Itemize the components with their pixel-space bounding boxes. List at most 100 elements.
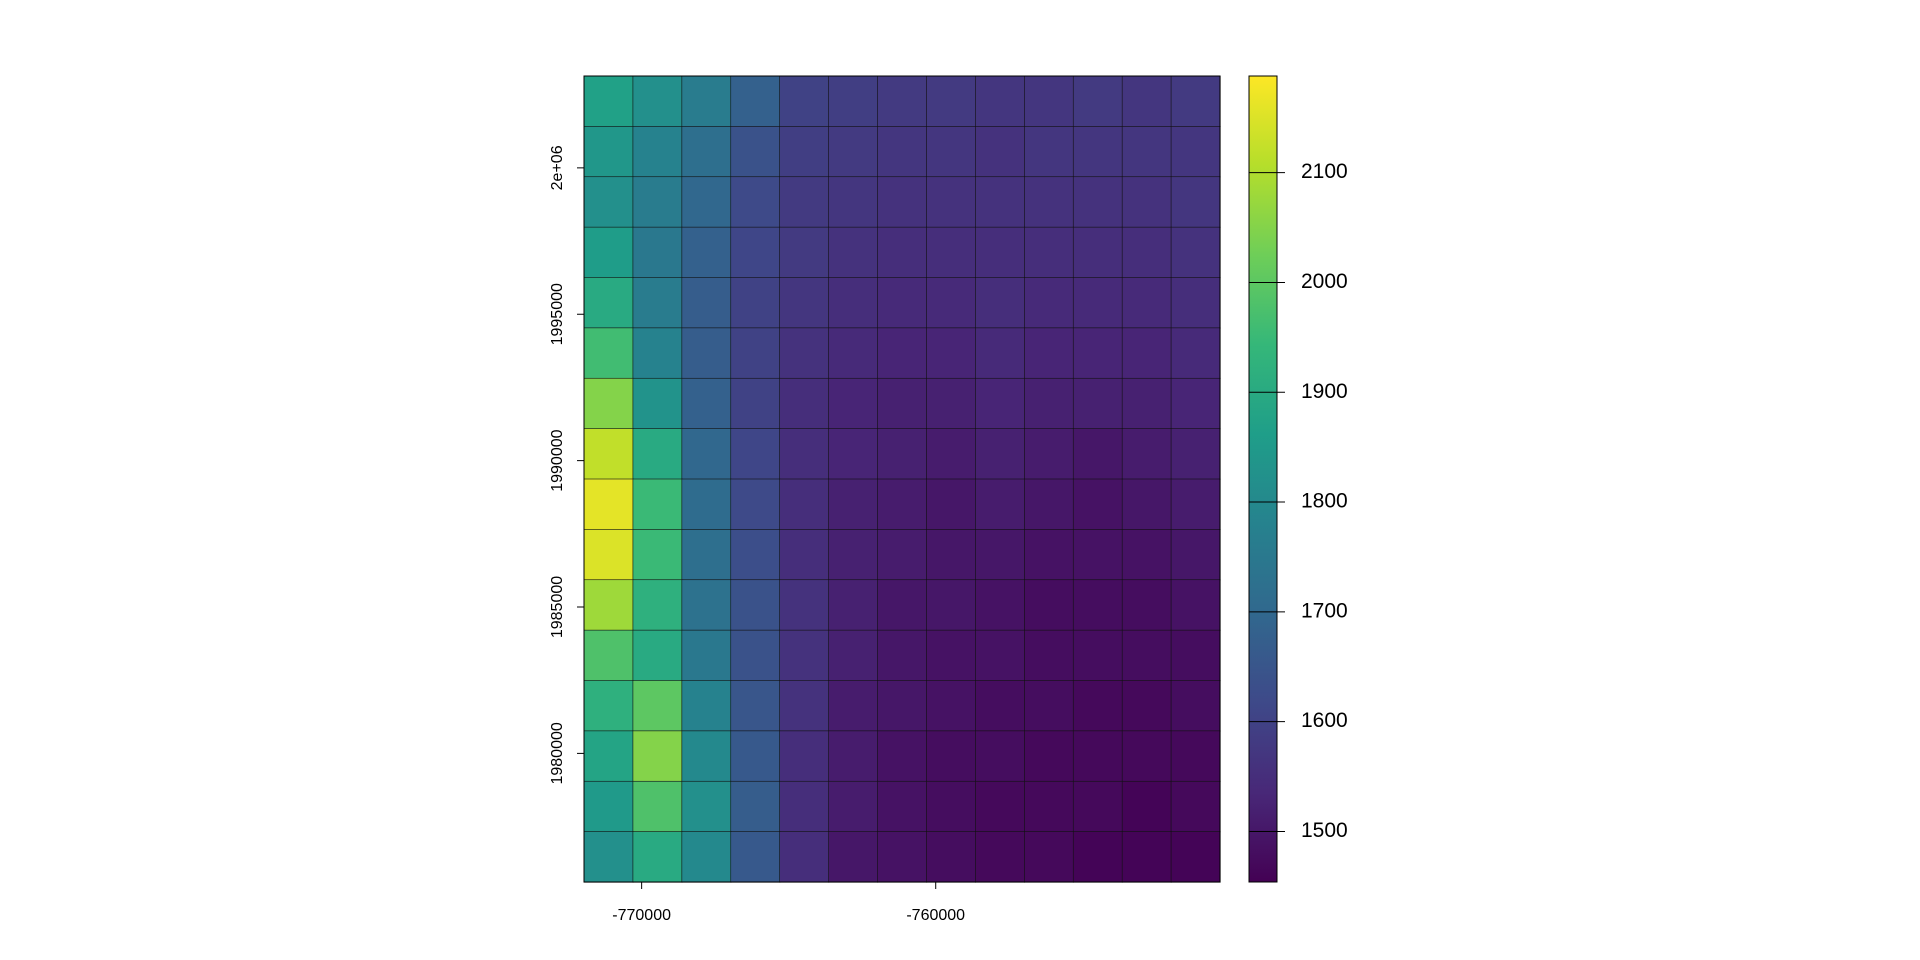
raster-cell <box>730 176 781 228</box>
raster-cell <box>1024 428 1074 480</box>
raster-cell <box>632 226 683 279</box>
colorbar <box>1248 75 1278 883</box>
raster-cell <box>828 629 879 682</box>
raster-cell <box>632 579 683 631</box>
colorbar-tick-label: 1500 <box>1301 819 1348 842</box>
raster-cell <box>926 377 976 430</box>
raster-cell <box>877 629 928 682</box>
colorbar-tick-label: 2100 <box>1301 160 1348 183</box>
raster-cell <box>877 176 928 228</box>
raster-cell <box>877 126 928 178</box>
raster-cell <box>583 831 634 883</box>
raster-cell <box>730 377 781 430</box>
raster-cell <box>632 780 683 833</box>
raster-cell <box>583 529 634 581</box>
raster-cell <box>583 680 634 732</box>
raster-cell <box>926 579 976 631</box>
raster-cell <box>681 529 732 581</box>
raster-cell <box>1170 629 1221 682</box>
raster-cell <box>975 730 1025 782</box>
raster-cell <box>926 226 976 279</box>
raster-cell <box>1121 226 1172 279</box>
raster-cell <box>1072 226 1123 279</box>
raster-cell <box>681 75 732 127</box>
y-tick-label: 1980000 <box>549 722 566 784</box>
raster-cell <box>681 126 732 178</box>
raster-cell <box>877 277 928 329</box>
raster-cell <box>975 277 1025 329</box>
raster-cell <box>681 478 732 530</box>
raster-cell <box>632 629 683 682</box>
raster-cell <box>779 277 830 329</box>
x-tick-label: -770000 <box>612 907 671 924</box>
raster-cell <box>1072 780 1123 833</box>
raster-cell <box>583 730 634 782</box>
raster-cell <box>730 327 781 379</box>
raster-cell <box>1072 529 1123 581</box>
raster-cell <box>632 680 683 732</box>
raster-cell <box>779 428 830 480</box>
raster-cell <box>1072 478 1123 530</box>
raster-cell <box>877 579 928 631</box>
raster-cell <box>1170 730 1221 782</box>
raster-cell <box>730 226 781 279</box>
raster-cell <box>1170 780 1221 833</box>
raster-cell <box>779 377 830 430</box>
raster-cell <box>583 428 634 480</box>
colorbar-tick-label: 1900 <box>1301 380 1348 403</box>
raster-cell <box>632 730 683 782</box>
y-tick-label: 1985000 <box>549 576 566 638</box>
raster-cell <box>1072 831 1123 883</box>
raster-cell <box>1170 327 1221 379</box>
raster-cell <box>779 478 830 530</box>
raster-cell <box>877 226 928 279</box>
raster-cell <box>730 680 781 732</box>
raster-cell <box>1072 75 1123 127</box>
raster-cell <box>632 529 683 581</box>
raster-cell <box>1024 377 1074 430</box>
raster-cell <box>779 126 830 178</box>
raster-cell <box>1121 780 1172 833</box>
raster-cell <box>779 226 830 279</box>
raster-cell <box>730 629 781 682</box>
raster-cell <box>779 176 830 228</box>
raster-cell <box>828 126 879 178</box>
raster-cell <box>730 126 781 178</box>
raster-cell <box>730 428 781 480</box>
raster-cell <box>1170 126 1221 178</box>
raster-cell <box>583 176 634 228</box>
raster-cell <box>1024 176 1074 228</box>
raster-cell <box>779 730 830 782</box>
raster-cell <box>975 831 1025 883</box>
raster-cell <box>1170 428 1221 480</box>
raster-cell <box>730 529 781 581</box>
raster-cell <box>828 730 879 782</box>
raster-cell <box>975 629 1025 682</box>
raster-cell <box>681 176 732 228</box>
raster-cell <box>1024 831 1074 883</box>
raster-cell <box>828 428 879 480</box>
raster-cell <box>583 629 634 682</box>
raster-cell <box>975 478 1025 530</box>
raster-cell <box>1024 478 1074 530</box>
colorbar-tick-label: 1600 <box>1301 709 1348 732</box>
raster-cell <box>828 579 879 631</box>
colorbar-tick-label: 1700 <box>1301 599 1348 622</box>
raster-cell <box>1024 75 1074 127</box>
raster-cell <box>877 75 928 127</box>
raster-cell <box>681 730 732 782</box>
raster-cell <box>1121 629 1172 682</box>
raster-cell <box>779 327 830 379</box>
raster-cell <box>926 780 976 833</box>
raster-cell <box>877 730 928 782</box>
raster-cell <box>779 529 830 581</box>
raster-cell <box>632 327 683 379</box>
raster-cell <box>877 780 928 833</box>
raster-cell <box>1072 579 1123 631</box>
raster-cell <box>681 428 732 480</box>
raster-cell <box>1072 176 1123 228</box>
raster-cell <box>975 529 1025 581</box>
raster-cell <box>926 176 976 228</box>
raster-cell <box>1024 126 1074 178</box>
